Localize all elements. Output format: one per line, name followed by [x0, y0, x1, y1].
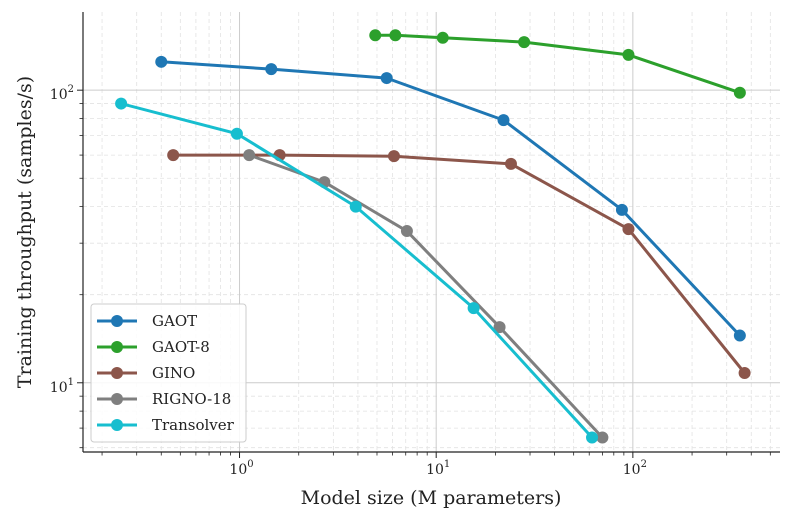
data-point [389, 29, 402, 42]
data-point [467, 302, 480, 315]
data-point [738, 366, 751, 379]
data-point [493, 321, 506, 334]
y-tick-label: 101 [50, 377, 74, 396]
data-point [380, 72, 393, 85]
data-point [497, 114, 510, 127]
legend-label: Transolver [152, 416, 235, 434]
data-point [615, 203, 628, 216]
x-tick-label: 102 [623, 459, 647, 478]
data-point [622, 48, 635, 61]
data-point [349, 200, 362, 213]
series-group [115, 29, 751, 444]
data-point [622, 223, 635, 236]
legend-marker [111, 367, 123, 379]
series-line [171, 153, 747, 375]
legend-item: Transolver [97, 416, 235, 434]
x-axis-title: Model size (M parameters) [301, 487, 562, 509]
x-tick-label: 101 [426, 459, 450, 478]
data-point [586, 431, 599, 444]
y-axis-title: Training throughput (samples/s) [14, 76, 36, 388]
data-point [400, 225, 413, 238]
x-tick-label: 100 [229, 459, 253, 478]
legend-item: GINO [97, 364, 195, 382]
series-transolver [115, 97, 599, 444]
legend: GAOT GAOT-8 GINO RIGNO-18 Transolver [90, 303, 247, 443]
series-line [247, 153, 604, 439]
data-point [155, 55, 168, 68]
data-point [436, 31, 449, 44]
axes [82, 12, 780, 453]
data-point [733, 329, 746, 342]
legend-label: GAOT-8 [152, 338, 210, 356]
series-line [159, 60, 742, 338]
legend-box [90, 303, 247, 443]
series-gaot [155, 55, 746, 342]
legend-label: RIGNO-18 [152, 390, 231, 408]
legend-item: GAOT-8 [97, 338, 210, 356]
ticks: 100 101 102 101 102 [50, 84, 771, 478]
legend-item: GAOT [97, 312, 197, 330]
series-gino [167, 149, 751, 379]
data-point [369, 29, 382, 42]
legend-marker [111, 315, 123, 327]
legend-marker [111, 419, 123, 431]
data-point [504, 157, 517, 170]
data-point [230, 127, 243, 140]
data-point [518, 36, 531, 49]
data-point [733, 86, 746, 99]
legend-marker [111, 341, 123, 353]
y-tick-label: 102 [50, 84, 74, 103]
data-point [167, 149, 180, 162]
legend-item: RIGNO-18 [97, 390, 231, 408]
legend-marker [111, 393, 123, 405]
data-point [115, 97, 128, 110]
data-point [243, 149, 256, 162]
series-rigno-18 [243, 149, 609, 444]
legend-label: GINO [152, 364, 195, 382]
data-point [387, 150, 400, 163]
data-point [596, 431, 609, 444]
legend-label: GAOT [152, 312, 197, 330]
series-gaot-8 [369, 29, 746, 99]
series-line [373, 33, 742, 95]
data-point [265, 63, 278, 76]
